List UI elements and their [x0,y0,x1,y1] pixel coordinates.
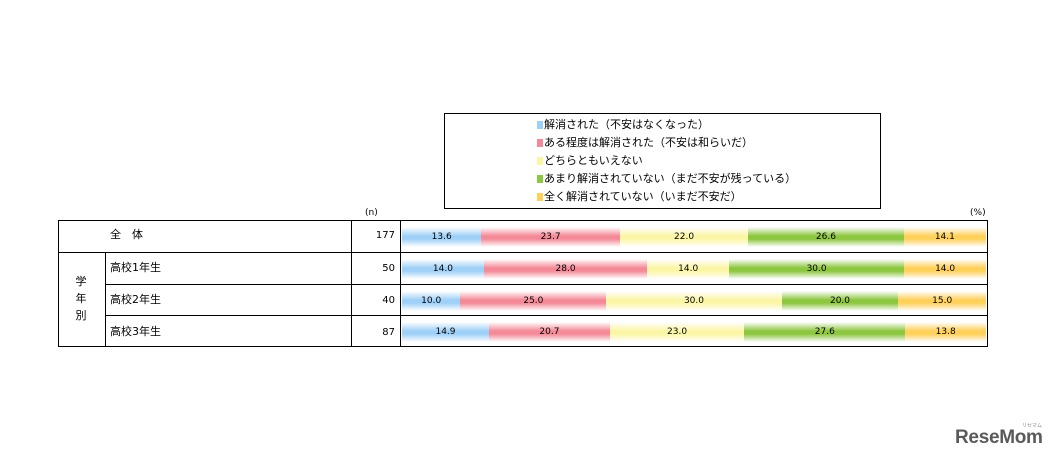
bar-segment-2: 28.0 [483,259,648,279]
resemom-logo: ReseMom [955,427,1043,448]
legend-swatch [537,175,543,183]
chart-legend: 解消された（不安はなくなった） ある程度は解消された（不安は和らいだ） どちらともい… [444,113,881,209]
data-label: 30.0 [806,264,827,274]
data-label: 23.7 [540,232,561,242]
legend-item-3: どちらともいえない [537,153,643,169]
category-divider [351,220,352,347]
bar-segment-3: 30.0 [606,291,782,311]
data-label: 14.0 [432,264,453,274]
group-label-grade: 学年別 [75,275,87,322]
group-divider [105,252,106,347]
bar-segment-2: 25.0 [460,291,607,311]
legend-item-5: 全く解消されていない（いまだ不安だ） [537,189,742,205]
bar-segment-4: 30.0 [729,259,905,279]
percent-unit-label: (%) [970,208,986,218]
bar-segment-5: 14.1 [903,227,986,247]
n-value-grade-2: 40 [382,295,395,306]
legend-label: 解消された（不安はなくなった） [544,118,709,131]
data-label: 23.0 [667,327,688,337]
bar-segment-1: 10.0 [402,291,461,311]
data-label: 26.6 [815,232,836,242]
data-label: 25.0 [523,296,544,306]
bar-segment-3: 14.0 [647,259,730,279]
bar-segment-4: 27.6 [744,322,906,342]
bar-segment-1: 14.9 [402,322,489,342]
legend-label: あまり解消されていない（まだ不安が残っている） [544,172,797,185]
category-label-grade-3: 高校3年生 [110,325,161,338]
bar-row-grade-1: 14.0 28.0 14.0 30.0 14.0 [402,259,986,279]
results-table [58,220,988,347]
bar-segment-1: 13.6 [402,227,482,247]
row-divider [105,315,988,316]
legend-swatch [537,193,543,201]
data-label: 14.0 [678,264,699,274]
data-label: 14.0 [935,264,956,274]
bar-segment-3: 22.0 [619,227,749,247]
bar-segment-5: 14.0 [904,259,986,279]
bar-row-grade-3: 14.9 20.7 23.0 27.6 13.8 [402,322,986,342]
n-value-total: 177 [375,230,395,241]
legend-item-1: 解消された（不安はなくなった） [537,117,709,133]
legend-item-2: ある程度は解消された（不安は和らいだ） [537,135,753,151]
data-label: 27.6 [814,327,835,337]
legend-item-4: あまり解消されていない（まだ不安が残っている） [537,171,796,187]
n-unit-label: (n) [365,208,378,218]
n-divider [400,220,401,347]
bar-segment-2: 20.7 [489,322,610,342]
data-label: 10.0 [421,296,442,306]
legend-swatch [537,157,543,165]
n-value-grade-1: 50 [382,263,395,274]
legend-swatch [537,121,543,129]
row-divider [105,284,988,285]
bar-segment-2: 23.7 [481,227,620,247]
legend-swatch [537,139,543,147]
bar-segment-3: 23.0 [609,322,745,342]
data-label: 14.9 [435,327,456,337]
bar-segment-4: 20.0 [781,291,899,311]
category-label-grade-1: 高校1年生 [110,261,161,274]
category-label-grade-2: 高校2年生 [110,293,161,306]
n-value-grade-3: 87 [382,327,395,338]
data-label: 14.1 [934,232,955,242]
data-label: 22.0 [674,232,695,242]
legend-label: ある程度は解消された（不安は和らいだ） [544,136,753,149]
data-label: 20.0 [829,296,851,306]
category-label-total: 全 体 [110,228,143,241]
data-label: 30.0 [683,296,704,306]
bar-row-grade-2: 10.0 25.0 30.0 20.0 15.0 [402,291,986,311]
bar-segment-4: 26.6 [748,227,904,247]
legend-label: 全く解消されていない（いまだ不安だ） [544,190,742,203]
bar-row-total: 13.6 23.7 22.0 26.6 14.1 [402,227,986,247]
data-label: 13.6 [431,232,452,242]
row-divider [58,252,988,253]
resemom-logo-sub: リセマム [1022,423,1043,429]
data-label: 20.7 [539,327,560,337]
legend-label: どちらともいえない [544,154,643,167]
data-label: 28.0 [555,264,576,274]
data-label: 13.8 [935,327,956,337]
bar-segment-1: 14.0 [402,259,484,279]
bar-segment-5: 15.0 [898,291,986,311]
bar-segment-5: 13.8 [905,322,986,342]
data-label: 15.0 [932,296,953,306]
